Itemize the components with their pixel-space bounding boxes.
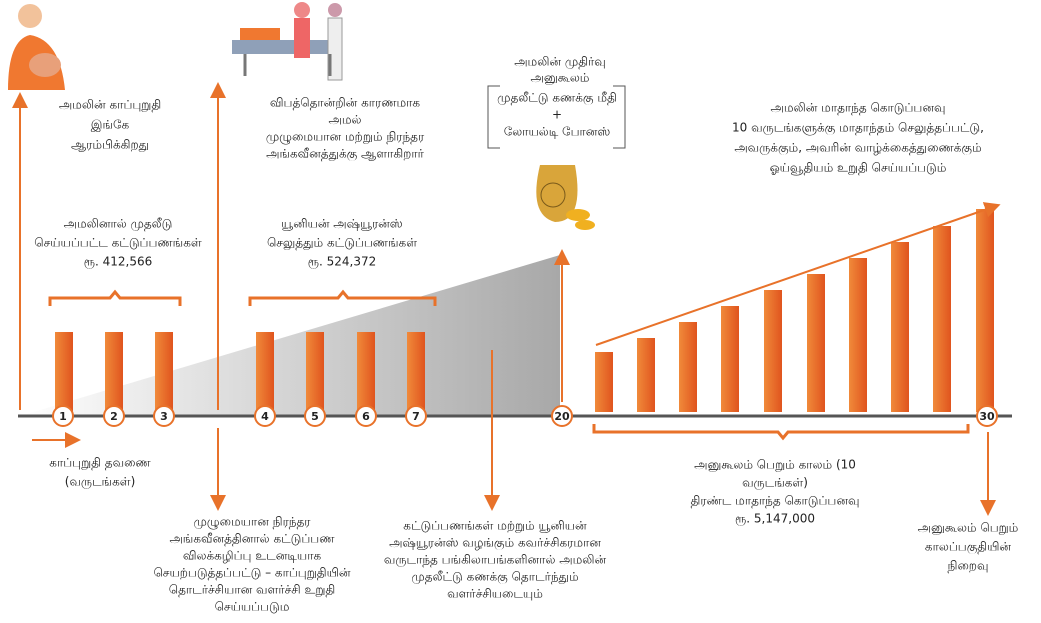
callout-line: விபத்தொன்றின் காரணமாக	[270, 96, 421, 110]
callout-line: யூனியன் அஷ்யூரன்ஸ்	[281, 217, 402, 231]
year-label: 30	[979, 410, 995, 423]
growth-wedge	[20, 255, 560, 416]
year-label: 6	[362, 410, 370, 423]
callout-line: ரூ. 524,372	[308, 255, 377, 270]
year-label: 5	[311, 410, 319, 423]
callout-line: ரூ. 412,566	[84, 255, 153, 270]
callout-line: அமலின் மாதாந்த கொடுப்பனவு	[771, 101, 946, 115]
callout-line: அவருக்கும், அவரின் வாழ்க்கைத்துணைக்கும்	[734, 141, 981, 156]
year-label: 1	[59, 410, 67, 423]
year-label: 7	[412, 410, 420, 423]
callout-line: அமலினால் முதலீடு	[64, 217, 173, 232]
callout-line: முதலீட்டு கணக்கு மீதி	[497, 91, 617, 106]
icon-person	[8, 4, 65, 90]
callout-line: ஓய்வூதியம் உறுதி செய்யப்படும்	[770, 161, 947, 176]
callout-line: விலக்கழிப்பு உடனடியாக	[183, 549, 322, 563]
callout-line: (வருடங்கள்)	[65, 475, 136, 490]
callout-line: அமலின் முதிர்வு	[514, 55, 606, 70]
callout-line: நிறைவு	[948, 559, 989, 573]
callout-line: 10 வருடங்களுக்கு மாதாந்தம் செலுத்தப்பட்ட…	[732, 121, 984, 136]
infographic: அமலின் காப்புறுதி இங்கே ஆரம்பிக்கிறது விபத்…	[0, 0, 1041, 623]
callout-line: ஆரம்பிக்கிறது	[71, 138, 149, 153]
callout-line: அனுகூலம்	[531, 71, 590, 86]
callout-line: தொடர்ச்சியான வளர்ச்சி உறுதி	[169, 583, 336, 598]
callout-line: செயற்படுத்தப்பட்டு – காப்புறுதியின்	[153, 566, 350, 581]
icon-money-bag	[536, 165, 595, 230]
callout-line: கட்டுப்பணங்கள் மற்றும் யூனியன்	[403, 519, 587, 534]
callout-line: வருடங்கள்)	[742, 476, 808, 491]
callout-line: அஷ்யூரன்ஸ் வழங்கும் கவர்ச்சிகரமான	[389, 536, 601, 550]
callout-line: முதலீட்டு கணக்கு தொடர்ந்தும்	[411, 570, 578, 585]
callout-line: அனுகூலம் பெறும்	[918, 521, 1019, 536]
callout-line: அங்கவீனத்தினால் கட்டுப்பண	[169, 532, 335, 546]
callout-line: செய்யப்பட்ட கட்டுப்பணங்கள்	[34, 236, 202, 250]
callout-line: செலுத்தும் கட்டுப்பணங்கள்	[267, 236, 417, 251]
year-label: 4	[261, 410, 269, 423]
callout-line: இங்கே	[91, 118, 130, 133]
callout-line: +	[552, 108, 562, 122]
year-label: 2	[110, 410, 118, 423]
callout-line: அங்கவீனத்துக்கு ஆளாகிறார்	[266, 147, 424, 162]
callout-line: வளர்ச்சியடையும்	[447, 587, 543, 601]
callout-line: வருடாந்த பங்கிலாபங்களினால் அமலின்	[384, 553, 607, 568]
icon-hospital	[232, 2, 342, 80]
callout-line: அனுகூலம் பெறும் காலம் (10	[694, 458, 856, 473]
callout-line: அமலின் காப்புறுதி	[59, 98, 161, 113]
callout-line: லோயல்டி போனஸ்	[504, 125, 611, 139]
callout-line: அமல்	[329, 113, 362, 127]
year-label: 20	[554, 410, 570, 423]
callout-line: செய்யப்படும	[215, 600, 290, 614]
year-label: 3	[160, 410, 168, 423]
callout-line: ரூ. 5,147,000	[735, 512, 815, 527]
callout-line: முழுமையான நிரந்தர	[193, 515, 311, 530]
callout-line: திரண்ட மாதாந்த கொடுப்பனவு	[691, 494, 860, 508]
callout-line: காலப்பகுதியின்	[925, 540, 1012, 554]
callout-line: முழுமையான மற்றும் நிரந்தர	[266, 130, 425, 145]
callout-line: காப்புறுதி தவணை	[49, 456, 151, 471]
